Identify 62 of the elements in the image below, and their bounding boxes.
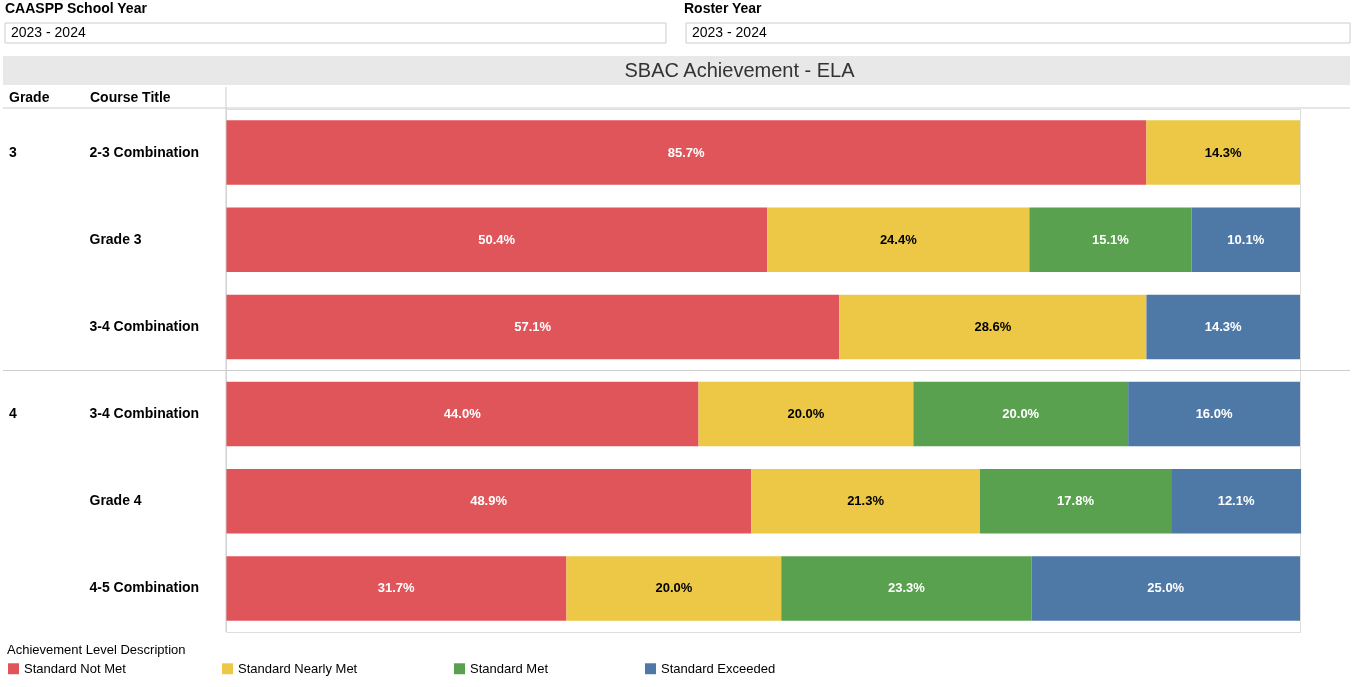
y-tick-label: 4-5 Combination xyxy=(89,579,200,596)
data-label: 50.4% xyxy=(478,231,516,247)
bar xyxy=(1128,381,1300,447)
data-label: 17.8% xyxy=(1057,493,1095,509)
text: Course Title xyxy=(90,89,171,105)
bar xyxy=(1146,120,1300,185)
data-label: 57.1% xyxy=(514,318,552,334)
bar xyxy=(226,381,699,447)
legend-label: Standard Not Met xyxy=(24,660,127,676)
bar xyxy=(566,556,782,621)
data-label: 12.1% xyxy=(1217,493,1255,509)
legend-label: Standard Exceeded xyxy=(661,660,776,676)
text: 2023 - 2024 xyxy=(11,24,86,40)
y-tick-label: 2-3 Combination xyxy=(89,143,200,160)
y-tick-label: 3-4 Combination xyxy=(89,317,200,334)
text: 4 xyxy=(9,405,17,422)
y-tick-label: 3-4 Combination xyxy=(89,405,200,422)
bar xyxy=(226,207,768,272)
text: 2023 - 2024 xyxy=(692,24,767,40)
text: CAASPP School Year xyxy=(5,0,148,16)
data-label: 21.3% xyxy=(847,493,885,509)
bar xyxy=(781,556,1032,621)
y-tick-label: Grade 3 xyxy=(89,230,142,247)
bar xyxy=(767,207,1030,272)
data-label: 20.0% xyxy=(1002,406,1040,422)
bar xyxy=(1191,207,1300,272)
data-label: 23.3% xyxy=(887,580,926,596)
text: Grade xyxy=(9,89,50,105)
text: 3 xyxy=(9,143,17,160)
data-label: 85.7% xyxy=(667,144,706,160)
data-label: 25.0% xyxy=(1147,580,1185,596)
data-label: 44.0% xyxy=(443,406,482,422)
data-label: 10.1% xyxy=(1227,231,1265,247)
bar xyxy=(839,294,1147,360)
bar xyxy=(698,381,914,447)
legend-label: Standard Nearly Met xyxy=(238,660,358,676)
data-label: 16.0% xyxy=(1195,406,1233,422)
bar xyxy=(1029,207,1192,272)
data-label: 15.1% xyxy=(1092,231,1130,247)
bar xyxy=(751,469,980,534)
data-label: 20.0% xyxy=(787,406,825,422)
legend-label: Standard Met xyxy=(470,660,549,676)
chart-title: SBAC Achievement - ELA xyxy=(624,59,856,81)
data-label: 20.0% xyxy=(655,580,693,596)
bar xyxy=(226,556,567,621)
y-tick-label: Grade 4 xyxy=(89,492,142,509)
bar xyxy=(1031,556,1300,621)
bar xyxy=(979,469,1172,534)
data-label: 14.3% xyxy=(1204,318,1243,334)
bar xyxy=(226,294,840,360)
data-label: 48.9% xyxy=(470,493,508,509)
bar xyxy=(1171,469,1302,534)
bar xyxy=(913,381,1129,447)
bar xyxy=(226,120,1147,185)
data-label: 31.7% xyxy=(377,580,416,596)
data-label: 14.3% xyxy=(1204,144,1243,160)
bar xyxy=(1146,294,1300,360)
text: Roster Year xyxy=(684,0,763,16)
data-label: 28.6% xyxy=(974,318,1012,334)
bar xyxy=(226,469,752,534)
legend-title: Achievement Level Description xyxy=(7,642,186,657)
data-label: 24.4% xyxy=(879,231,918,247)
